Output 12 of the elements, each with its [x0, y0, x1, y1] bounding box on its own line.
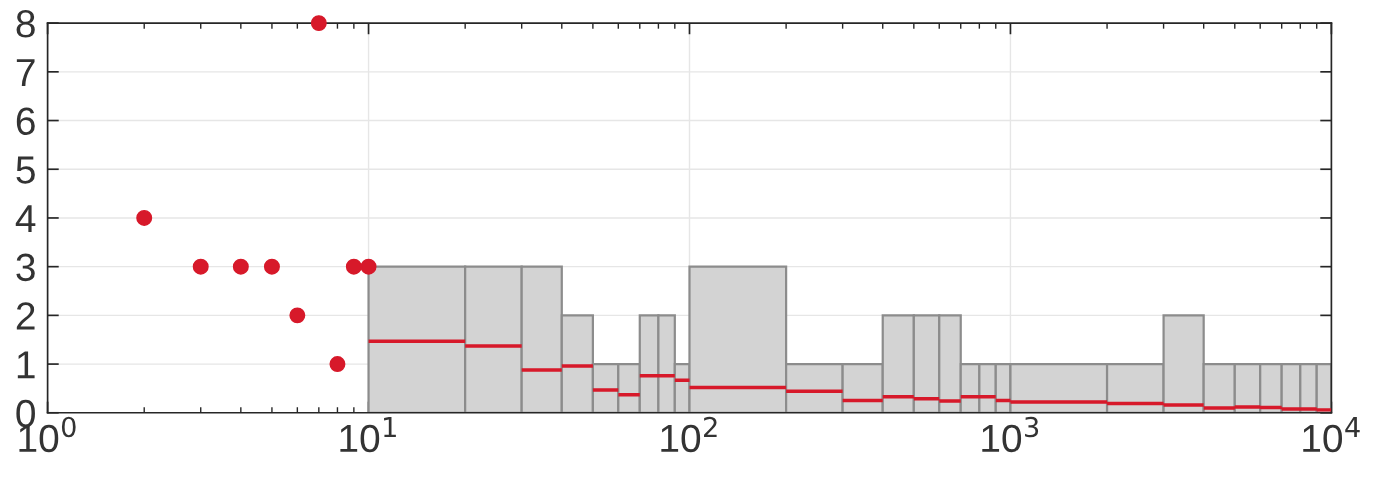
x-tick-label: 10$^{1}$ [340, 417, 396, 453]
y-tick-label: 8 [16, 10, 35, 38]
y-tick-label: 3 [16, 253, 35, 282]
x-tick-label: 10$^{2}$ [661, 416, 717, 453]
y-tick-label: 6 [16, 107, 35, 136]
y-tick-label: 5 [16, 156, 35, 184]
x-tick-label: 10$^{3}$ [982, 416, 1039, 453]
y-tick-label: 1 [17, 351, 35, 379]
y-tick-label: 4 [15, 205, 36, 233]
x-tick-label: 10$^{4}$ [1303, 417, 1360, 453]
y-tick-label: 7 [16, 59, 35, 86]
y-tick-label: 2 [16, 302, 35, 330]
